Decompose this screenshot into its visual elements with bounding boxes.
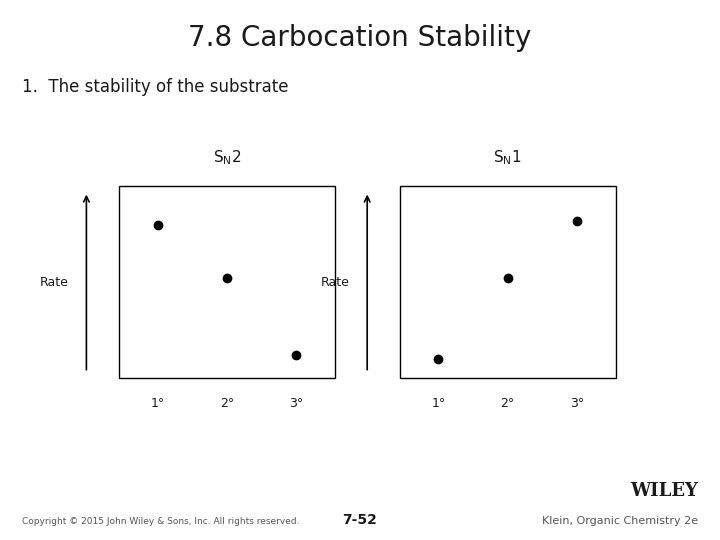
Text: Rate: Rate [40,275,68,289]
Text: 2°: 2° [500,397,515,410]
Bar [119,186,335,378]
Text: 1°: 1° [431,397,446,410]
Text: $\mathrm{S_N1}$: $\mathrm{S_N1}$ [493,148,522,167]
Text: 1.  The stability of the substrate: 1. The stability of the substrate [22,78,288,96]
Text: Rate: Rate [320,275,349,289]
Text: 2°: 2° [220,397,234,410]
Text: 1°: 1° [150,397,165,410]
Text: 7-52: 7-52 [343,512,377,526]
Bar [400,186,616,378]
Text: 3°: 3° [289,397,303,410]
Text: Copyright © 2015 John Wiley & Sons, Inc. All rights reserved.: Copyright © 2015 John Wiley & Sons, Inc.… [22,517,299,526]
Text: WILEY: WILEY [631,482,698,500]
Text: $\mathrm{S_N2}$: $\mathrm{S_N2}$ [212,148,241,167]
Text: 7.8 Carbocation Stability: 7.8 Carbocation Stability [189,24,531,52]
Text: 3°: 3° [570,397,584,410]
Text: Klein, Organic Chemistry 2e: Klein, Organic Chemistry 2e [542,516,698,526]
